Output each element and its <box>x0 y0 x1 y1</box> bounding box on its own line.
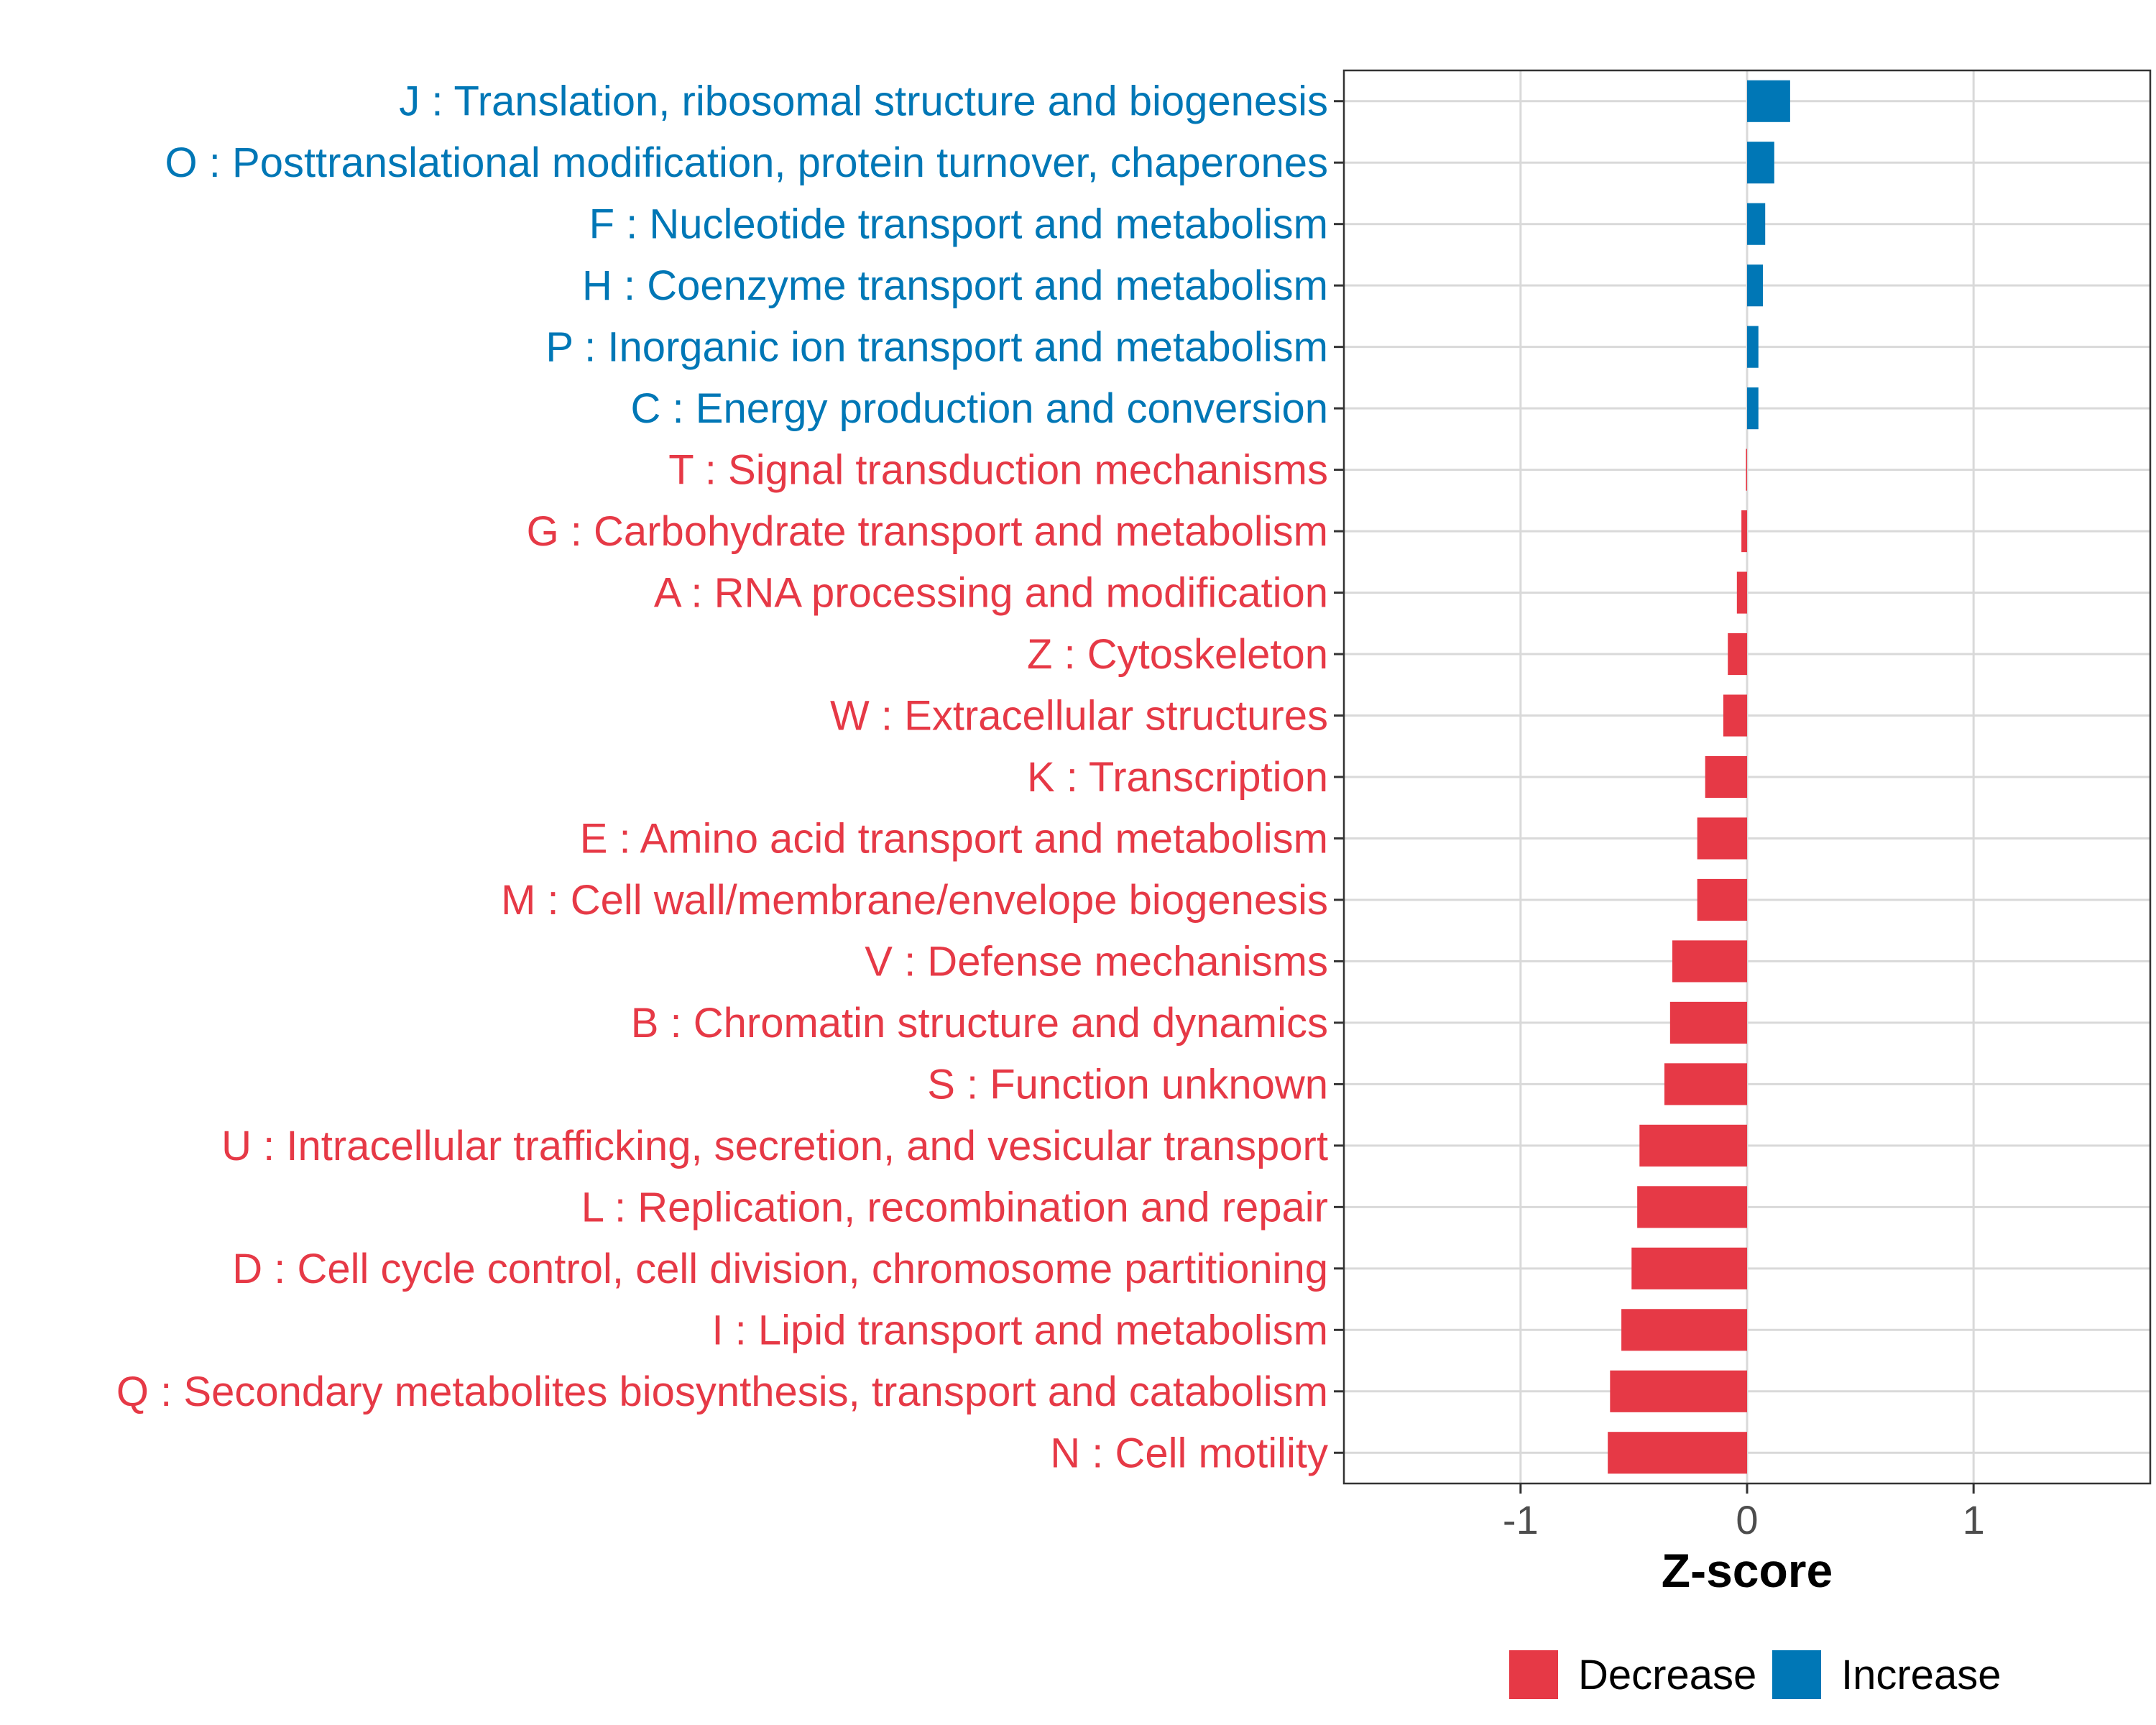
category-label: C : Energy production and conversion <box>631 385 1328 432</box>
bar-decrease <box>1631 1247 1747 1289</box>
bar-increase <box>1747 387 1759 430</box>
category-label: S : Function unknown <box>927 1061 1328 1108</box>
y-axis: J : Translation, ribosomal structure and… <box>116 78 1344 1476</box>
legend-swatch-increase <box>1772 1650 1821 1699</box>
bar-decrease <box>1608 1432 1747 1474</box>
category-label: A : RNA processing and modification <box>654 570 1328 617</box>
bar-decrease <box>1669 1001 1747 1044</box>
bar-decrease <box>1736 571 1747 614</box>
category-label: I : Lipid transport and metabolism <box>711 1307 1328 1353</box>
bar-increase <box>1747 203 1766 245</box>
x-tick-label: 0 <box>1736 1497 1758 1542</box>
legend-label-decrease: Decrease <box>1578 1652 1756 1698</box>
category-label: U : Intracellular trafficking, secretion… <box>221 1123 1328 1169</box>
bar-increase <box>1747 80 1790 122</box>
category-label: D : Cell cycle control, cell division, c… <box>232 1246 1328 1292</box>
bar-decrease <box>1639 1124 1747 1167</box>
bar-increase <box>1747 326 1759 368</box>
category-label: Z : Cytoskeleton <box>1027 631 1328 678</box>
category-label: F : Nucleotide transport and metabolism <box>589 201 1328 248</box>
bars <box>1608 80 1790 1474</box>
bar-decrease <box>1610 1370 1747 1412</box>
x-tick-label: 1 <box>1963 1497 1985 1542</box>
bar-decrease <box>1723 694 1747 737</box>
category-label: Q : Secondary metabolites biosynthesis, … <box>116 1368 1328 1415</box>
category-label: B : Chromatin structure and dynamics <box>631 1000 1328 1046</box>
category-label: P : Inorganic ion transport and metaboli… <box>545 324 1328 371</box>
bar-increase <box>1747 142 1774 184</box>
bar-decrease <box>1697 878 1747 921</box>
bar-decrease <box>1672 940 1747 983</box>
bar-decrease <box>1746 448 1747 491</box>
bar-decrease <box>1728 632 1747 676</box>
category-label: M : Cell wall/membrane/envelope biogenes… <box>501 877 1328 924</box>
category-label: J : Translation, ribosomal structure and… <box>399 78 1328 125</box>
bar-decrease <box>1637 1186 1747 1228</box>
bar-decrease <box>1621 1309 1747 1351</box>
x-axis: -1 0 1 <box>1503 1484 1985 1542</box>
bar-decrease <box>1705 755 1747 799</box>
category-label: T : Signal transduction mechanisms <box>668 447 1328 494</box>
legend: Decrease Increase <box>1509 1650 2001 1699</box>
bar-decrease <box>1664 1063 1747 1105</box>
bar-increase <box>1747 264 1764 307</box>
category-label: H : Coenzyme transport and metabolism <box>582 262 1328 309</box>
category-label: L : Replication, recombination and repai… <box>581 1184 1328 1230</box>
legend-swatch-decrease <box>1509 1650 1558 1699</box>
bar-decrease <box>1741 510 1747 553</box>
x-tick-label: -1 <box>1503 1497 1539 1542</box>
category-label: V : Defense mechanisms <box>865 938 1328 985</box>
bar-decrease <box>1697 817 1747 860</box>
category-label: W : Extracellular structures <box>830 693 1328 740</box>
category-label: E : Amino acid transport and metabolism <box>580 815 1328 862</box>
category-label: G : Carbohydrate transport and metabolis… <box>527 508 1328 555</box>
category-label: O : Posttranslational modification, prot… <box>165 139 1328 186</box>
category-label: K : Transcription <box>1027 754 1328 801</box>
legend-label-increase: Increase <box>1841 1652 2001 1698</box>
category-label: N : Cell motility <box>1050 1430 1328 1476</box>
x-axis-title: Z-score <box>1662 1544 1833 1597</box>
